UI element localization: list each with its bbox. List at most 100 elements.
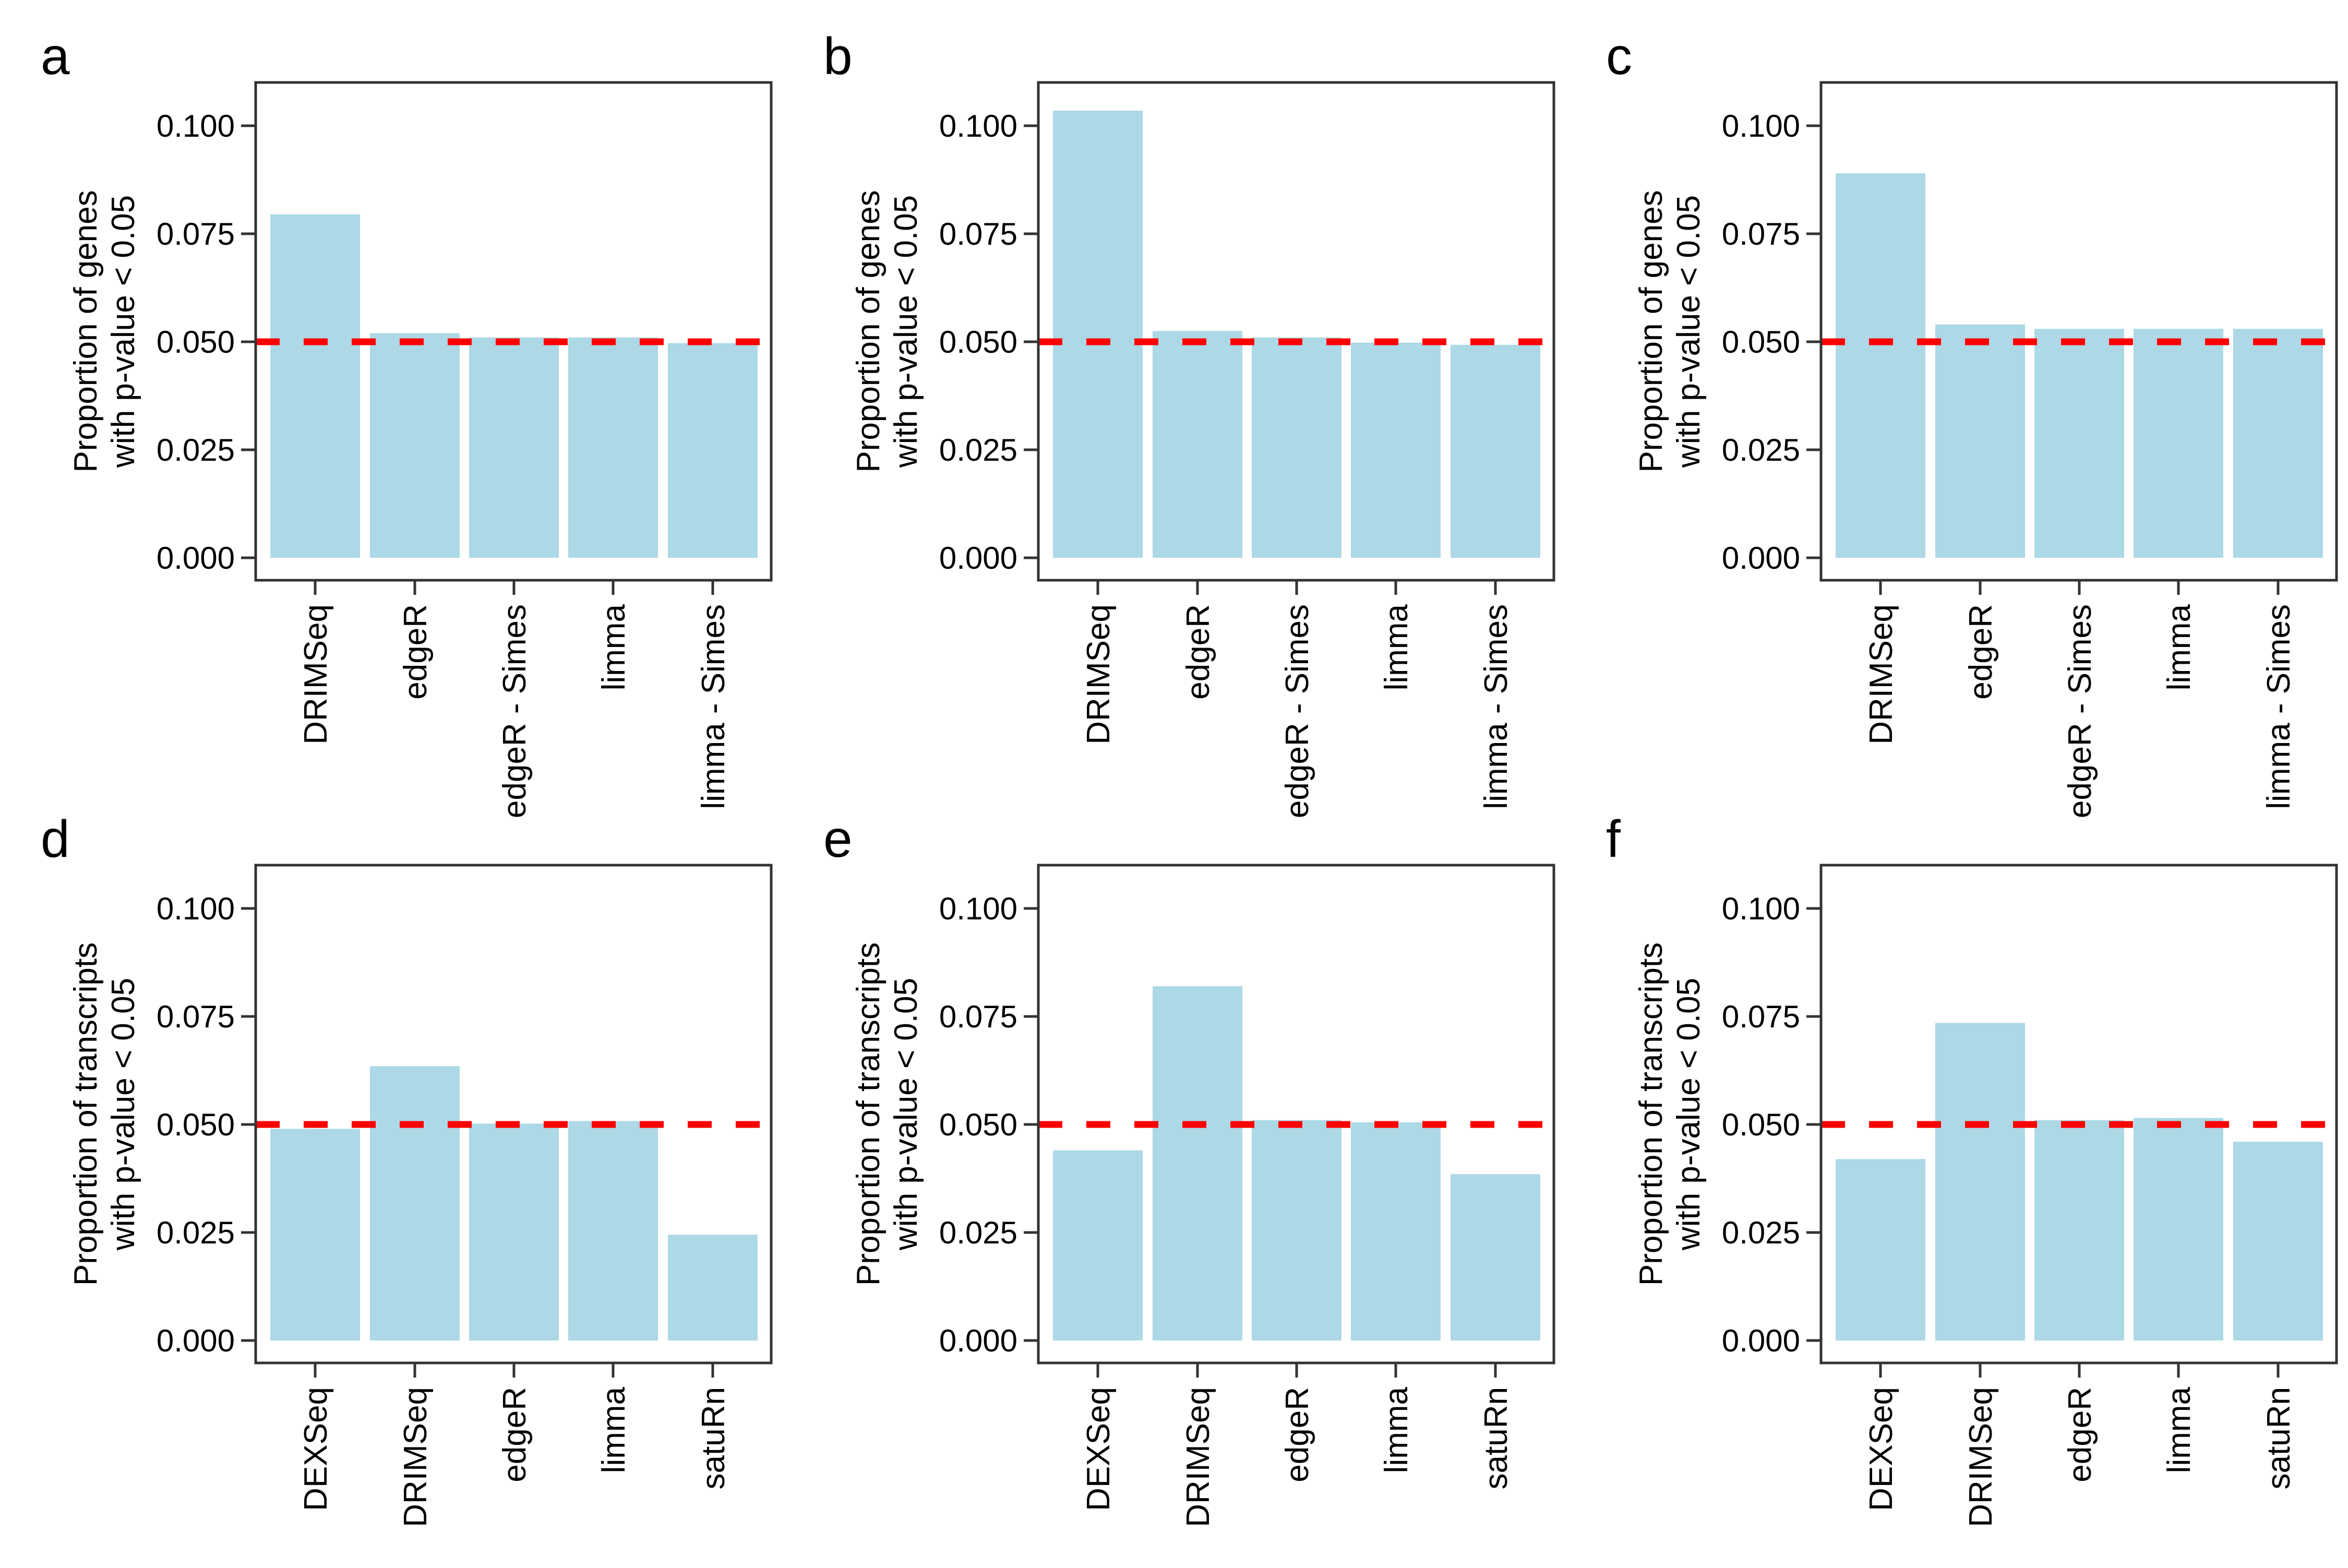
y-tick-label: 0.025 (939, 433, 1017, 468)
y-tick-label: 0.050 (1722, 325, 1800, 360)
y-tick-label: 0.050 (939, 1107, 1017, 1142)
y-tick-label: 0.050 (1722, 1107, 1800, 1142)
panel-letter-d: d (41, 810, 70, 868)
y-tick-label: 0.100 (1722, 891, 1800, 926)
panel-letter-a: a (41, 27, 70, 86)
x-tick-label-DRIMSeq: DRIMSeq (398, 1387, 434, 1527)
y-tick-label: 0.075 (157, 999, 235, 1034)
bar-edgeR (1153, 331, 1242, 558)
y-tick-label: 0.075 (939, 999, 1017, 1034)
bar-DRIMSeq (1836, 173, 1925, 558)
y-tick-label: 0.075 (157, 217, 235, 252)
y-axis-title-line1: Proportion of genes (850, 190, 887, 472)
x-tick-label-DEXSeq: DEXSeq (1863, 1387, 1899, 1511)
bar-edgeR (1935, 324, 2025, 558)
bar-DRIMSeq (270, 214, 360, 558)
y-tick-label: 0.000 (157, 1323, 235, 1358)
y-axis-title-line2: with p-value < 0.05 (888, 195, 924, 468)
y-tick-label: 0.100 (157, 891, 235, 926)
y-tick-label: 0.075 (1722, 217, 1800, 252)
panel-letter-c: c (1606, 27, 1632, 86)
x-tick-label-limma - Simes: limma - Simes (2261, 604, 2297, 809)
y-tick-label: 0.000 (1722, 1323, 1800, 1358)
x-tick-label-edgeR: edgeR (1963, 604, 1999, 700)
x-tick-label-edgeR: edgeR (2062, 1387, 2098, 1482)
y-tick-label: 0.100 (1722, 109, 1800, 143)
bar-limma - Simes (1451, 344, 1540, 558)
x-tick-label-DEXSeq: DEXSeq (1081, 1387, 1117, 1511)
bar-edgeR - Simes (469, 337, 559, 558)
bar-limma (568, 337, 658, 558)
x-tick-label-limma - Simes: limma - Simes (696, 604, 732, 809)
x-tick-label-satuRn: satuRn (2261, 1387, 2297, 1489)
bar-edgeR (370, 333, 460, 558)
x-tick-label-edgeR: edgeR (497, 1387, 533, 1482)
bar-DRIMSeq (370, 1066, 460, 1340)
x-tick-label-edgeR - Simes: edgeR - Simes (1279, 604, 1315, 818)
y-axis-title-line2: with p-value < 0.05 (1671, 195, 1707, 468)
bar-satuRn (2233, 1142, 2323, 1340)
y-tick-label: 0.000 (939, 1323, 1017, 1358)
x-tick-label-limma: limma (596, 604, 632, 690)
bar-edgeR (469, 1123, 559, 1340)
bar-satuRn (1451, 1174, 1540, 1340)
panel-d: d Proportion of transcripts with p-value <… (41, 810, 773, 1527)
bar-edgeR (1252, 1120, 1341, 1340)
x-tick-label-DRIMSeq: DRIMSeq (1180, 1387, 1216, 1527)
x-tick-label-limma: limma (1379, 1386, 1415, 1473)
y-axis-title-line2: with p-value < 0.05 (1671, 978, 1707, 1251)
x-tick-label-edgeR - Simes: edgeR - Simes (2062, 604, 2098, 818)
y-tick-label: 0.000 (157, 541, 235, 576)
panel-c: c Proportion of genes with p-value < 0.05 0… (1606, 27, 2338, 818)
y-tick-label: 0.075 (1722, 999, 1800, 1034)
y-tick-label: 0.100 (939, 109, 1017, 143)
bar-DEXSeq (1053, 1150, 1143, 1340)
x-tick-label-edgeR: edgeR (398, 604, 434, 700)
bar-edgeR - Simes (1252, 337, 1341, 558)
x-tick-label-edgeR - Simes: edgeR - Simes (497, 604, 533, 818)
x-tick-label-limma: limma (2161, 1386, 2197, 1473)
y-axis-title-line2: with p-value < 0.05 (888, 978, 924, 1251)
y-tick-label: 0.025 (939, 1215, 1017, 1250)
bar-limma - Simes (2233, 329, 2323, 558)
y-axis-title-line1: Proportion of genes (68, 190, 104, 472)
y-tick-label: 0.025 (157, 1215, 235, 1250)
bar-edgeR - Simes (2034, 329, 2124, 558)
bar-limma (2134, 329, 2223, 558)
bar-limma (568, 1121, 658, 1340)
y-tick-label: 0.100 (939, 891, 1017, 926)
bar-DEXSeq (1836, 1159, 1925, 1340)
x-tick-label-DRIMSeq: DRIMSeq (1963, 1387, 1999, 1527)
panel-a: a Proportion of genes with p-value < 0.05 0… (41, 27, 773, 818)
x-tick-label-satuRn: satuRn (696, 1387, 732, 1489)
x-tick-label-limma: limma (596, 1386, 632, 1473)
panel-f: f Proportion of transcripts with p-value <… (1606, 810, 2338, 1527)
bar-DRIMSeq (1053, 111, 1143, 558)
bar-satuRn (668, 1235, 758, 1340)
bar-edgeR (2034, 1120, 2124, 1340)
y-tick-label: 0.025 (157, 433, 235, 468)
bar-DEXSeq (270, 1129, 360, 1340)
x-tick-label-edgeR: edgeR (1279, 1387, 1315, 1482)
bar-DRIMSeq (1935, 1023, 2025, 1340)
y-axis-title-line1: Proportion of transcripts (68, 942, 104, 1286)
bar-limma (1351, 1122, 1441, 1340)
y-tick-label: 0.075 (939, 217, 1017, 252)
y-tick-label: 0.050 (939, 325, 1017, 360)
x-tick-label-edgeR: edgeR (1180, 604, 1216, 700)
x-tick-label-DRIMSeq: DRIMSeq (298, 604, 334, 745)
y-axis-title-line1: Proportion of genes (1633, 190, 1669, 472)
panel-e: e Proportion of transcripts with p-value <… (823, 810, 1555, 1527)
x-tick-label-limma: limma (1379, 604, 1415, 690)
bar-DRIMSeq (1153, 986, 1242, 1340)
x-tick-label-DEXSeq: DEXSeq (298, 1387, 334, 1511)
x-tick-label-satuRn: satuRn (1478, 1387, 1514, 1489)
y-tick-label: 0.000 (1722, 541, 1800, 576)
y-tick-label: 0.025 (1722, 433, 1800, 468)
x-tick-label-DRIMSeq: DRIMSeq (1863, 604, 1899, 745)
y-axis-title-line1: Proportion of transcripts (850, 942, 887, 1286)
bar-limma (2134, 1118, 2223, 1340)
panel-b: b Proportion of genes with p-value < 0.05 0… (823, 27, 1555, 818)
